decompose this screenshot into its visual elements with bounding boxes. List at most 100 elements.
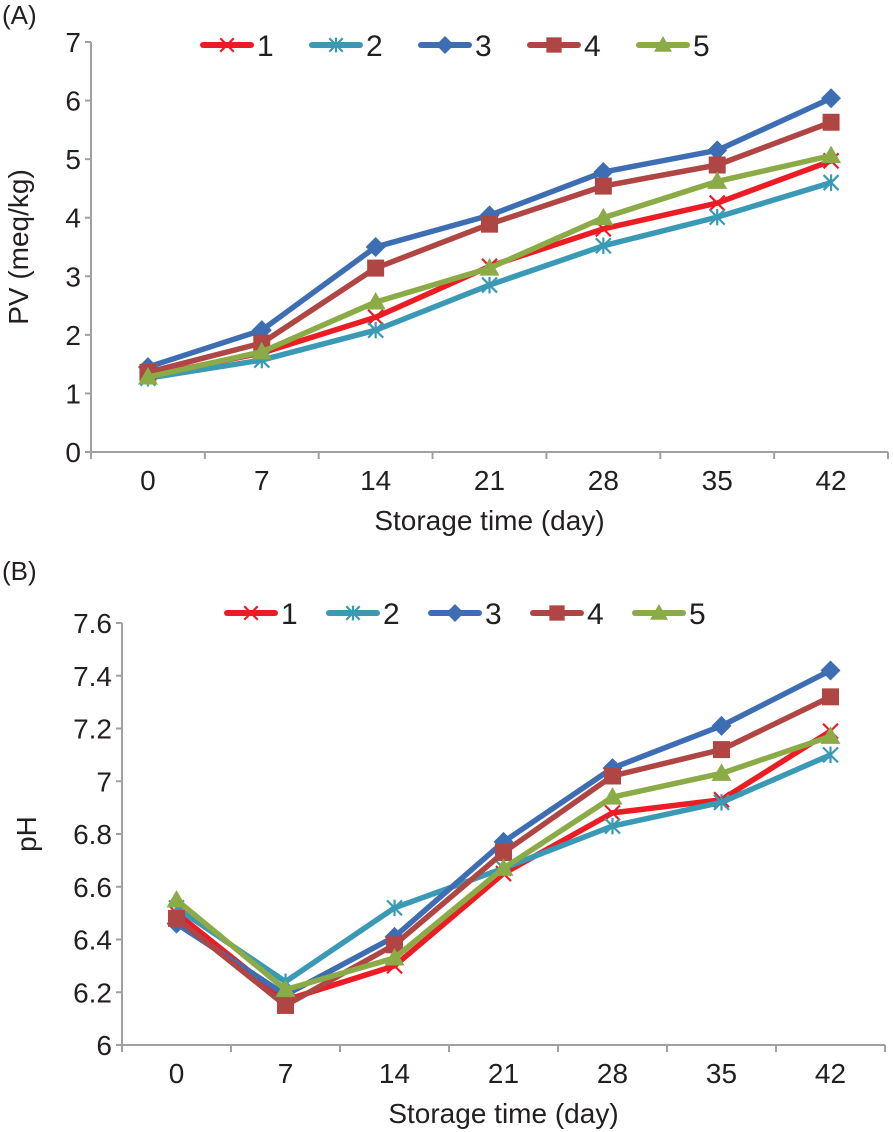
legend-item-3: 3	[418, 30, 492, 63]
diamond-marker	[365, 237, 386, 257]
square-marker	[822, 688, 839, 706]
asterisk-marker	[386, 899, 403, 917]
square-marker	[546, 37, 562, 53]
series-4-point	[708, 156, 726, 174]
panel-label: (B)	[2, 556, 37, 586]
x-tick-label: 28	[597, 1058, 628, 1089]
series-4-point	[277, 996, 294, 1014]
series-3-point	[707, 140, 728, 161]
y-tick-label: 3	[65, 261, 81, 292]
triangle-marker	[275, 979, 296, 998]
legend-label: 5	[693, 30, 710, 63]
x-marker	[367, 309, 384, 326]
series-2-point	[595, 237, 612, 255]
series-4	[168, 688, 839, 1014]
series-5-point	[493, 858, 514, 876]
legend-square-icon	[546, 37, 562, 53]
series-4	[139, 113, 840, 381]
y-tick-label: 6.4	[73, 925, 112, 956]
series-5-point	[251, 341, 272, 360]
y-tick-label: 7.6	[73, 608, 112, 639]
series-3	[166, 660, 841, 1005]
y-tick-label: 7	[65, 27, 81, 58]
diamond-marker	[436, 36, 454, 54]
triangle-marker	[821, 145, 842, 164]
legend-label: 3	[485, 598, 502, 631]
asterisk-marker	[713, 794, 730, 811]
triangle-marker	[602, 787, 623, 805]
y-tick-label: 7	[96, 766, 112, 797]
legend-label: 4	[587, 598, 604, 631]
asterisk-marker	[822, 174, 840, 191]
x-marker	[708, 194, 726, 212]
triangle-marker	[384, 947, 405, 966]
legend-triangle-icon	[650, 604, 668, 620]
series-4-point	[822, 688, 839, 706]
triangle-marker	[593, 207, 614, 226]
diamond-marker	[707, 140, 728, 161]
series-4-point	[495, 843, 512, 861]
series-4-point	[367, 259, 385, 277]
y-tick-label: 0	[65, 437, 81, 468]
x-tick-label: 21	[474, 465, 505, 496]
legend-square-icon	[549, 605, 565, 621]
x-axis-title: Storage time (day)	[388, 1098, 618, 1129]
square-marker	[367, 259, 385, 277]
legend-diamond-icon	[436, 36, 454, 54]
legend-item-4: 4	[530, 598, 604, 631]
diamond-marker	[820, 660, 841, 681]
x-tick-label: 21	[488, 1058, 519, 1089]
legend-item-2: 2	[326, 598, 400, 631]
series-5	[137, 145, 842, 385]
triangle-marker	[166, 889, 187, 908]
y-tick-label: 1	[65, 378, 81, 409]
legend-item-5: 5	[636, 30, 710, 63]
legend-label: 5	[689, 598, 706, 631]
series-4-point	[594, 177, 612, 195]
legend-label: 2	[366, 30, 383, 63]
square-marker	[386, 936, 403, 954]
legend-label: 3	[475, 30, 492, 63]
series-4-point	[822, 113, 840, 131]
legend: 1 2 3 4 5	[224, 598, 706, 631]
series-5-point	[166, 889, 187, 908]
series-2-point	[367, 321, 384, 339]
triangle-marker	[820, 726, 841, 744]
asterisk-marker	[708, 208, 726, 226]
series-5-point	[365, 292, 386, 310]
series-3-point	[820, 660, 841, 681]
x-tick-label: 0	[140, 465, 156, 496]
legend-item-4: 4	[527, 30, 601, 63]
x-axis-title: Storage time (day)	[374, 505, 604, 536]
asterisk-marker	[595, 237, 612, 255]
triangle-marker	[137, 367, 158, 385]
asterisk-marker	[367, 321, 384, 339]
legend-label: 1	[257, 30, 274, 63]
asterisk-marker	[328, 37, 344, 53]
series-5-point	[820, 726, 841, 744]
series-2	[139, 174, 840, 387]
legend-label: 4	[584, 30, 601, 63]
series-2-point	[822, 174, 840, 191]
y-tick-label: 2	[65, 320, 81, 351]
series-2-point	[822, 746, 839, 764]
series-5-point	[137, 367, 158, 385]
asterisk-marker	[604, 817, 621, 835]
series-5-point	[707, 171, 728, 189]
x-tick-label: 7	[254, 465, 270, 496]
legend-x-icon	[243, 605, 259, 621]
x-tick-label: 14	[379, 1058, 410, 1089]
y-tick-label: 6.6	[73, 872, 112, 903]
x-tick-label: 35	[706, 1058, 737, 1089]
series-5-point	[275, 979, 296, 998]
series-4-point	[481, 215, 498, 233]
triangle-marker	[479, 258, 500, 276]
y-tick-label: 7.2	[73, 714, 112, 745]
asterisk-marker	[481, 276, 498, 294]
series-5-point	[711, 763, 732, 781]
series-2-point	[604, 817, 621, 835]
y-axis-title: PV (meq/kg)	[3, 169, 34, 325]
square-marker	[168, 909, 185, 927]
series-2-point	[481, 276, 498, 294]
triangle-marker	[493, 858, 514, 876]
